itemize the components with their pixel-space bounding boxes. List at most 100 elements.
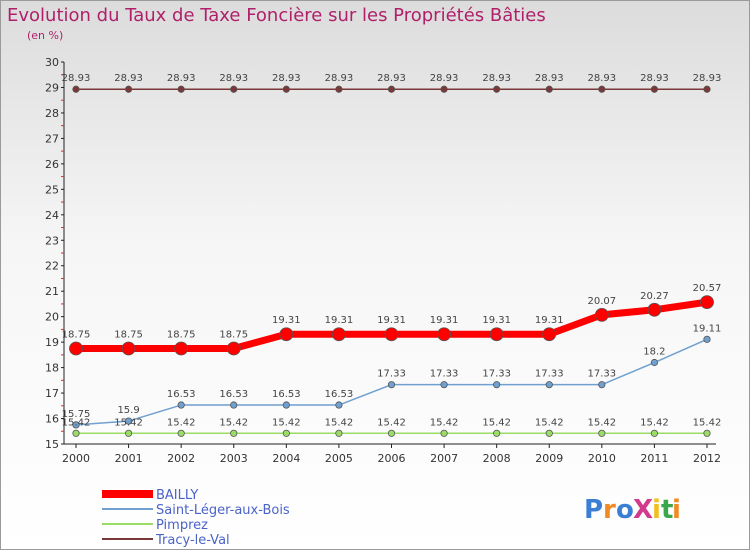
x-ticks: 2000 2001 2002 2003 2004 2005 2006 2007 2008 2009…	[62, 444, 721, 465]
data-point	[72, 429, 80, 437]
data-point	[335, 401, 343, 409]
data-point	[279, 327, 294, 342]
data-label: 16.53	[272, 389, 301, 400]
data-label: 16.53	[325, 389, 354, 400]
data-label: 15.9	[117, 405, 139, 416]
data-point	[703, 429, 711, 437]
data-label: 28.93	[482, 73, 511, 84]
data-point	[282, 429, 290, 437]
data-point	[230, 401, 238, 409]
data-point	[335, 85, 343, 93]
logo-letter: P	[584, 495, 603, 525]
data-label: 28.93	[693, 73, 722, 84]
x-tick-label: 2007	[430, 452, 458, 465]
chart-subtitle: (en %)	[27, 29, 64, 42]
data-point	[174, 341, 189, 356]
x-tick-label: 2010	[588, 452, 616, 465]
data-point	[493, 381, 501, 389]
x-tick-label: 2011	[640, 452, 668, 465]
data-point	[177, 85, 185, 93]
data-point	[647, 302, 662, 317]
data-point	[384, 327, 399, 342]
x-tick-label: 2000	[62, 452, 90, 465]
y-tick-label: 25	[45, 183, 59, 196]
data-label: 15.42	[167, 417, 196, 428]
data-point	[177, 401, 185, 409]
data-label: 17.33	[588, 369, 617, 380]
data-label: 28.93	[219, 73, 248, 84]
data-labels: 28.93 28.93 28.93 28.93 28.93 28.93 28.93 28.93…	[62, 73, 722, 428]
data-label: 19.31	[377, 315, 406, 326]
data-label: 15.42	[219, 417, 248, 428]
data-point	[124, 85, 133, 93]
chart-title: Evolution du Taux de Taxe Foncière sur l…	[7, 5, 546, 26]
data-point	[493, 429, 501, 437]
data-point	[542, 327, 557, 342]
data-point	[598, 429, 606, 437]
data-label: 20.57	[693, 283, 722, 294]
data-point	[387, 429, 396, 437]
data-label: 15.42	[693, 417, 722, 428]
data-point	[545, 381, 553, 389]
data-label: 28.93	[114, 73, 143, 84]
y-tick-label: 16	[45, 413, 59, 426]
series-layer	[69, 85, 714, 437]
data-point	[226, 341, 241, 356]
x-tick-label: 2009	[535, 452, 563, 465]
data-label: 28.93	[325, 73, 354, 84]
y-tick-label: 17	[45, 387, 59, 400]
data-point	[230, 429, 238, 437]
data-label: 15.42	[272, 417, 301, 428]
logo-letter: t	[661, 495, 673, 525]
data-point	[598, 85, 606, 93]
data-label: 15.42	[377, 417, 406, 428]
logo-letter: i	[672, 495, 681, 525]
data-point	[332, 327, 346, 342]
legend-label: Tracy-le-Val	[155, 533, 230, 548]
data-label: 17.33	[535, 369, 564, 380]
x-tick-label: 2004	[272, 452, 300, 465]
data-label: 28.93	[377, 73, 406, 84]
data-point	[437, 327, 451, 342]
data-label: 17.33	[377, 369, 406, 380]
data-label: 15.42	[535, 417, 564, 428]
data-point	[703, 85, 711, 93]
y-ticks: 15 16 17 18 19 20 21 22 23 24 25 26 27 28 29 30	[45, 56, 64, 451]
data-label: 17.33	[482, 369, 511, 380]
data-point	[594, 307, 609, 322]
data-label: 20.27	[640, 291, 669, 302]
y-tick-label: 28	[45, 107, 59, 120]
data-point	[124, 417, 133, 425]
data-point	[489, 327, 504, 342]
data-point	[335, 429, 343, 437]
data-point	[650, 85, 659, 93]
data-point	[72, 421, 80, 429]
legend-label: BAILLY	[156, 488, 198, 503]
x-tick-label: 2012	[693, 452, 721, 465]
data-label: 19.11	[693, 323, 722, 334]
data-label: 15.42	[114, 417, 143, 428]
data-point	[700, 295, 714, 310]
data-point	[493, 85, 501, 93]
logo-letter: o	[616, 495, 634, 525]
data-label: 16.53	[219, 389, 248, 400]
data-label: 17.33	[430, 369, 459, 380]
y-tick-label: 19	[45, 336, 59, 349]
logo-letter: r	[603, 495, 616, 525]
data-label: 28.93	[62, 73, 91, 84]
data-label: 15.42	[588, 417, 617, 428]
data-point	[440, 85, 448, 93]
y-tick-label: 26	[45, 158, 59, 171]
data-label: 28.93	[640, 73, 669, 84]
data-label: 28.93	[430, 73, 459, 84]
data-label: 15.42	[482, 417, 511, 428]
data-point	[69, 341, 83, 356]
data-label: 15.42	[640, 417, 669, 428]
y-tick-label: 22	[45, 260, 59, 273]
y-tick-label: 20	[45, 311, 59, 324]
legend: BAILLYSaint-Léger-aux-BoisPimprezTracy-l…	[102, 488, 290, 548]
logo-letter: i	[652, 495, 661, 525]
data-label: 20.07	[588, 296, 617, 307]
